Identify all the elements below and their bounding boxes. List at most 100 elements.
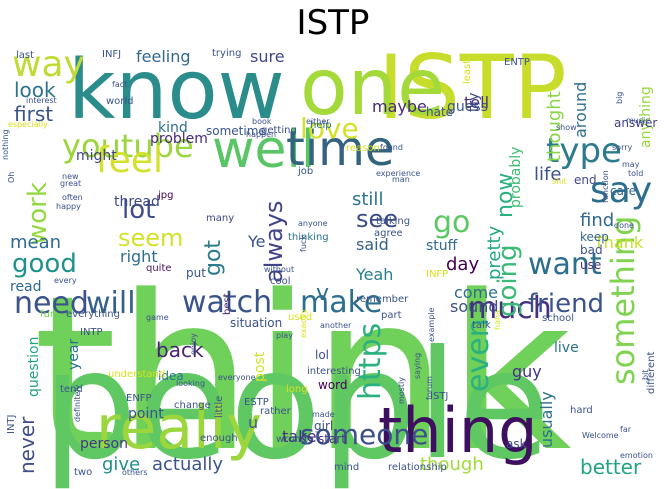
cloud-word: thought xyxy=(544,91,565,162)
cloud-word: school xyxy=(542,313,574,324)
cloud-word: said xyxy=(356,235,389,254)
cloud-word: thread xyxy=(114,194,160,210)
cloud-word: INFP xyxy=(426,269,448,280)
cloud-word: youtube xyxy=(62,127,194,165)
cloud-word: year xyxy=(66,339,82,370)
cloud-word: wrong xyxy=(276,434,307,445)
cloud-word: emotion xyxy=(620,451,653,460)
cloud-word: reason xyxy=(346,143,380,154)
cloud-word: exactly xyxy=(299,309,308,338)
cloud-word: music xyxy=(626,116,650,125)
cloud-word: need xyxy=(14,286,89,321)
cloud-word: nothing xyxy=(1,129,10,160)
cloud-word: man xyxy=(392,175,410,184)
cloud-word: girl xyxy=(314,419,333,433)
cloud-word: often xyxy=(62,193,83,202)
wordcloud-title: ISTP xyxy=(296,3,370,43)
cloud-word: right xyxy=(120,247,158,266)
cloud-word: game xyxy=(146,313,169,322)
cloud-word: happy xyxy=(56,202,81,211)
cloud-word: part xyxy=(381,310,402,321)
cloud-word: job xyxy=(297,166,313,177)
cloud-word: lol xyxy=(315,348,329,362)
cloud-word: experience xyxy=(376,169,420,178)
cloud-word: guy xyxy=(512,362,542,381)
cloud-word: idea xyxy=(158,369,184,383)
cloud-word: tend xyxy=(60,384,83,395)
cloud-word: maybe xyxy=(372,97,427,116)
cloud-word: ESTP xyxy=(244,397,269,408)
cloud-word: type xyxy=(546,131,622,171)
cloud-word: enjoy xyxy=(189,333,198,355)
cloud-word: actually xyxy=(152,454,223,475)
cloud-word: go xyxy=(433,205,470,240)
cloud-word: love xyxy=(300,112,359,145)
cloud-word: question xyxy=(26,337,42,397)
cloud-word: INTJ xyxy=(6,415,17,435)
cloud-word: jpg xyxy=(157,190,173,201)
cloud-word: work xyxy=(23,182,53,245)
cloud-word: least xyxy=(462,60,473,84)
cloud-word: remember xyxy=(356,294,409,305)
cloud-word: example xyxy=(427,307,436,342)
cloud-word: seem xyxy=(118,224,183,252)
cloud-word: used xyxy=(288,312,312,323)
cloud-word: give xyxy=(102,454,140,475)
cloud-word: help xyxy=(310,120,332,131)
cloud-word: book xyxy=(252,117,272,126)
cloud-word: two xyxy=(74,467,92,478)
cloud-word: put xyxy=(186,266,206,280)
cloud-word: without xyxy=(264,265,294,274)
cloud-word: way xyxy=(12,44,85,85)
cloud-word: haha xyxy=(493,310,502,330)
cloud-word: thinking xyxy=(288,232,329,243)
cloud-word: even xyxy=(461,318,496,392)
cloud-word: talk xyxy=(472,320,491,331)
cloud-word: mind xyxy=(334,462,359,473)
cloud-word: trying xyxy=(212,48,241,59)
cloud-word: time xyxy=(286,121,394,177)
cloud-word: life xyxy=(534,164,561,185)
cloud-word: ENFP xyxy=(126,393,152,404)
cloud-word: https xyxy=(353,323,388,400)
cloud-word: bad xyxy=(580,243,603,257)
cloud-word: anyone xyxy=(298,219,328,228)
cloud-word: stuff xyxy=(426,238,458,254)
cloud-word: well xyxy=(212,120,315,180)
cloud-word: kind xyxy=(158,120,188,136)
cloud-word: interesting xyxy=(307,366,361,377)
cloud-word: fun xyxy=(40,309,56,320)
cloud-word: always xyxy=(260,201,288,283)
cloud-word: think xyxy=(33,250,572,489)
cloud-word: point xyxy=(128,406,164,422)
cloud-word: now xyxy=(493,173,518,218)
cloud-word: much xyxy=(468,291,552,326)
cloud-word: mean xyxy=(10,232,61,253)
cloud-word: read xyxy=(10,279,42,295)
cloud-word: might xyxy=(76,148,117,164)
cloud-word: v xyxy=(316,281,329,306)
cloud-word: saying xyxy=(413,353,422,379)
cloud-word: ENTP xyxy=(504,57,530,68)
cloud-word: person xyxy=(80,436,128,452)
cloud-word: forum xyxy=(425,376,434,400)
cloud-word: enough xyxy=(200,433,238,444)
cloud-word: mostly xyxy=(397,377,406,404)
cloud-word: rather xyxy=(260,406,292,417)
cloud-word: agree xyxy=(374,228,403,239)
cloud-word: first xyxy=(14,102,53,126)
cloud-word: make xyxy=(300,285,382,320)
cloud-word: day xyxy=(446,254,479,275)
cloud-word: use xyxy=(580,258,601,272)
cloud-word: better xyxy=(580,455,642,479)
cloud-word: good xyxy=(12,249,77,279)
cloud-word: every xyxy=(54,276,77,285)
cloud-word: last xyxy=(16,50,34,61)
cloud-word: watch xyxy=(182,285,272,320)
cloud-word: never xyxy=(15,416,39,474)
cloud-word: got xyxy=(201,240,226,276)
cloud-word: others xyxy=(122,468,147,477)
cloud-word: know xyxy=(68,43,285,138)
cloud-word: sorry xyxy=(612,143,633,152)
